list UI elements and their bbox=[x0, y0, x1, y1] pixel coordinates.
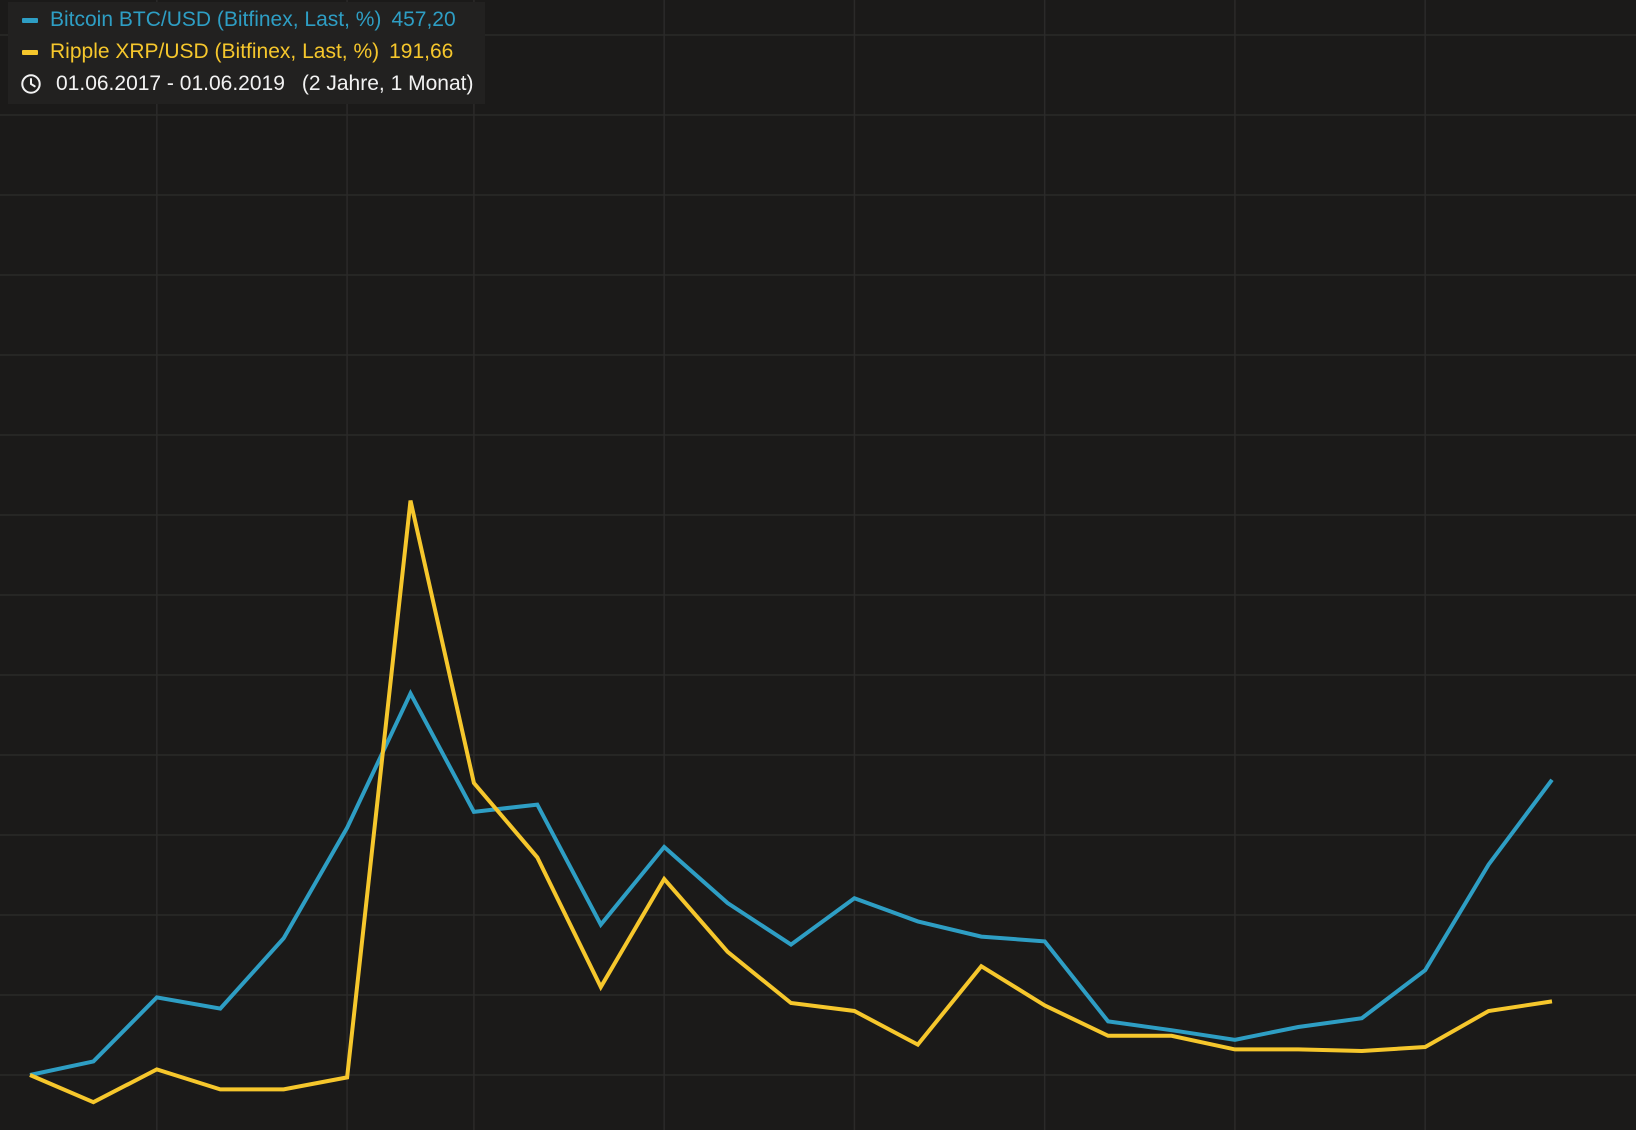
date-range-row: 01.06.2017 - 01.06.2019 (2 Jahre, 1 Mona… bbox=[14, 68, 473, 100]
legend-value-ripple: 191,66 bbox=[389, 40, 454, 63]
legend-label-ripple: Ripple XRP/USD (Bitfinex, Last, %) bbox=[50, 40, 380, 63]
chart-legend: Bitcoin BTC/USD (Bitfinex, Last, %) 457,… bbox=[8, 2, 486, 104]
clock-icon bbox=[21, 74, 41, 94]
date-range: 01.06.2017 - 01.06.2019 bbox=[56, 72, 285, 95]
series-line-ripple bbox=[29, 500, 1553, 1105]
chart-series bbox=[29, 500, 1554, 1105]
legend-swatch-bitcoin bbox=[22, 17, 38, 23]
legend-item-ripple[interactable]: Ripple XRP/USD (Bitfinex, Last, %) 191,6… bbox=[14, 36, 473, 68]
legend-item-bitcoin[interactable]: Bitcoin BTC/USD (Bitfinex, Last, %) 457,… bbox=[14, 4, 473, 36]
legend-swatch-ripple bbox=[22, 49, 38, 55]
legend-label-bitcoin: Bitcoin BTC/USD (Bitfinex, Last, %) bbox=[50, 8, 382, 31]
date-duration: (2 Jahre, 1 Monat) bbox=[301, 72, 474, 95]
series-line-bitcoin bbox=[29, 688, 1554, 1077]
legend-value-bitcoin: 457,20 bbox=[391, 8, 456, 31]
